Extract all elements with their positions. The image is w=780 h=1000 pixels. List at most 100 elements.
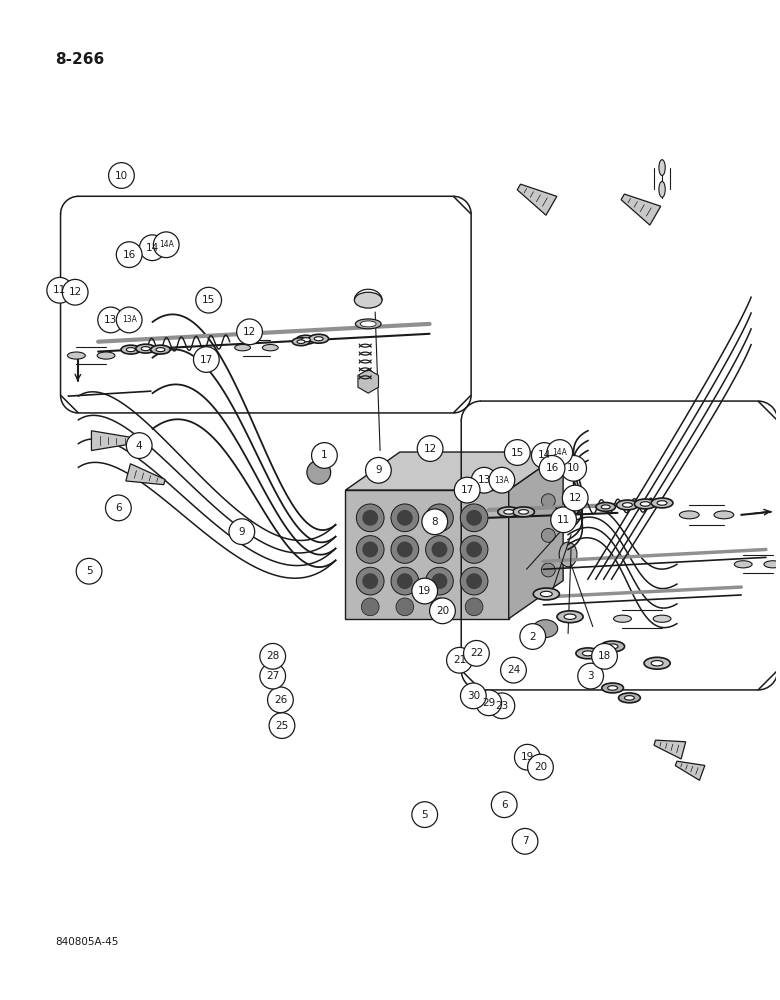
Ellipse shape [512,507,534,517]
Text: 17: 17 [200,355,213,365]
Ellipse shape [659,181,665,197]
Circle shape [512,828,538,854]
Text: 17: 17 [460,485,473,495]
Circle shape [311,443,337,468]
Text: 11: 11 [53,285,66,295]
Circle shape [417,436,443,461]
Ellipse shape [141,347,150,351]
Text: 5: 5 [421,810,428,820]
Circle shape [397,573,413,589]
Ellipse shape [121,345,140,354]
Text: 8: 8 [431,517,438,527]
Polygon shape [621,194,661,225]
Ellipse shape [564,614,576,619]
Text: 16: 16 [122,250,136,260]
Text: 14: 14 [537,450,551,460]
Polygon shape [346,490,509,619]
Text: 13A: 13A [495,476,509,485]
Circle shape [76,558,102,584]
Text: 11: 11 [557,515,570,525]
Text: 23: 23 [495,701,509,711]
Circle shape [268,687,293,713]
Circle shape [520,624,546,649]
Circle shape [397,542,413,557]
Ellipse shape [679,511,699,519]
Text: 20: 20 [534,762,547,772]
Text: 24: 24 [507,665,520,675]
Text: 20: 20 [436,606,449,616]
Text: 14A: 14A [159,240,174,249]
Ellipse shape [98,352,115,359]
Text: 25: 25 [275,721,289,731]
Polygon shape [517,184,557,215]
Ellipse shape [622,503,633,507]
Circle shape [362,510,378,526]
Circle shape [447,647,473,673]
Circle shape [307,460,331,484]
Circle shape [547,440,573,465]
Text: 14A: 14A [552,448,567,457]
Circle shape [562,485,588,511]
Ellipse shape [764,561,780,568]
Circle shape [466,573,482,589]
Circle shape [460,504,488,532]
Polygon shape [126,464,165,485]
Ellipse shape [356,319,381,329]
Circle shape [531,443,557,468]
Ellipse shape [601,683,623,693]
Circle shape [578,663,604,689]
Circle shape [193,347,219,372]
Text: 29: 29 [482,698,495,708]
Ellipse shape [734,561,752,568]
Text: 4: 4 [136,441,143,451]
Text: 30: 30 [466,691,480,701]
Circle shape [551,507,576,533]
Circle shape [476,690,502,716]
Polygon shape [509,452,563,619]
Polygon shape [346,452,563,490]
Circle shape [116,242,142,268]
Circle shape [426,567,453,595]
Circle shape [397,510,413,526]
Text: 21: 21 [453,655,466,665]
Ellipse shape [534,588,559,600]
Circle shape [426,536,453,563]
Circle shape [491,792,517,818]
Text: 7: 7 [522,836,528,846]
Circle shape [269,713,295,738]
Ellipse shape [235,344,250,351]
Ellipse shape [126,348,135,352]
Ellipse shape [498,507,519,517]
Circle shape [465,598,483,616]
Circle shape [466,542,482,557]
Text: 9: 9 [375,465,381,475]
Circle shape [105,495,131,521]
Ellipse shape [151,345,170,354]
Circle shape [362,573,378,589]
Ellipse shape [576,648,600,659]
Ellipse shape [653,615,671,622]
Ellipse shape [541,591,552,597]
Text: 10: 10 [115,171,128,181]
Ellipse shape [651,498,673,508]
Text: 9: 9 [239,527,245,537]
Circle shape [116,307,142,333]
Circle shape [460,567,488,595]
Ellipse shape [296,335,316,344]
Polygon shape [654,740,686,759]
Ellipse shape [601,505,610,509]
Circle shape [501,657,526,683]
Text: 3: 3 [587,671,594,681]
Circle shape [431,510,448,526]
Text: 6: 6 [115,503,122,513]
Ellipse shape [136,344,155,353]
Ellipse shape [607,644,618,649]
Ellipse shape [625,696,634,700]
Text: 12: 12 [69,287,82,297]
Circle shape [539,455,565,481]
Circle shape [154,232,179,258]
Circle shape [431,573,448,589]
Circle shape [561,455,587,481]
Circle shape [541,563,555,577]
Circle shape [431,598,448,616]
